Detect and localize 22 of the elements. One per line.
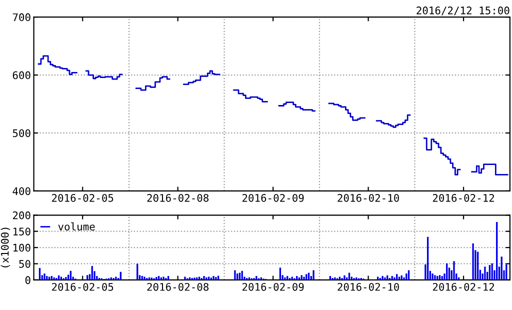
x-tick-label: 2016-02-12 [432,282,494,291]
y-tick-label: 400 [12,187,30,196]
x-tick-label: 2016-02-09 [242,282,304,291]
x-tick-label: 2016-02-12 [432,194,494,202]
x-tick-label: 2016-02-10 [338,282,399,291]
y-axis-title: (x1000) [0,228,10,268]
chart-subtitle: 2016/2/12 15:00 [416,6,510,16]
y-tick-label: 0 [25,276,30,284]
y-tick-label: 150 [13,228,30,236]
y-tick-label: 50 [19,260,30,268]
x-tick-label: 2016-02-10 [338,194,399,202]
y-tick-label: 700 [12,13,30,22]
y-tick-label: 200 [12,211,30,220]
x-tick-label: 2016-02-05 [52,282,114,291]
x-tick-label: 2016-02-08 [147,282,209,291]
y-tick-label: 100 [13,244,30,252]
x-tick-label: 2016-02-08 [147,194,209,202]
y-tick-label: 600 [12,71,30,80]
y-tick-label: 500 [12,129,30,138]
legend-label: volume [58,222,95,231]
x-tick-label: 2016-02-09 [242,194,304,202]
x-tick-label: 2016-02-05 [52,194,114,202]
